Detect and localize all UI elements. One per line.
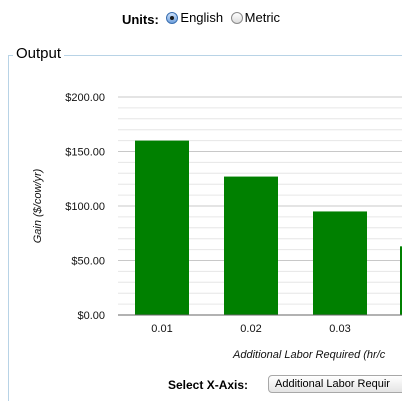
- x-axis-select-row: Select X-Axis: Additional Labor Requir: [168, 375, 402, 393]
- x-axis-select-label: Select X-Axis:: [168, 378, 249, 392]
- y-tick-label: $200.00: [65, 92, 105, 104]
- y-tick-labels: $0.00 $50.00 $100.00 $150.00 $200.00: [65, 92, 105, 322]
- bar-partial: [400, 246, 402, 315]
- y-tick-label: $0.00: [77, 310, 105, 322]
- x-axis-select[interactable]: Additional Labor Requir: [268, 375, 402, 393]
- x-tick-label: 0.03: [329, 323, 350, 335]
- y-tick-label: $100.00: [65, 201, 105, 213]
- x-axis-select-value: Additional Labor Requir: [275, 378, 390, 390]
- english-label[interactable]: English: [180, 10, 224, 25]
- units-label: Units:: [121, 12, 159, 27]
- x-tick-label: 0.02: [240, 323, 261, 335]
- english-radio[interactable]: [166, 12, 179, 24]
- output-fieldset-border-left: [8, 55, 9, 401]
- units-option-english[interactable]: English: [166, 9, 223, 27]
- output-legend: Output: [13, 45, 65, 63]
- y-tick-label: $50.00: [71, 256, 105, 268]
- output-fieldset-border-top: [8, 55, 402, 56]
- x-tick-label: 0.01: [151, 323, 172, 335]
- x-axis-title: Additional Labor Required (hr/c: [232, 349, 386, 361]
- chart-bars: [135, 140, 402, 315]
- metric-radio[interactable]: [230, 12, 243, 24]
- bar: [313, 211, 367, 315]
- y-axis-title: Gain ($/cow/yr): [32, 168, 44, 243]
- y-tick-label: $150.00: [65, 147, 105, 159]
- bar: [135, 140, 189, 315]
- metric-label[interactable]: Metric: [244, 10, 281, 25]
- x-tick-labels: 0.01 0.02 0.03: [151, 323, 350, 335]
- bar: [224, 176, 278, 315]
- units-option-metric[interactable]: Metric: [230, 9, 281, 27]
- units-selector: Units: English Metric: [0, 9, 402, 27]
